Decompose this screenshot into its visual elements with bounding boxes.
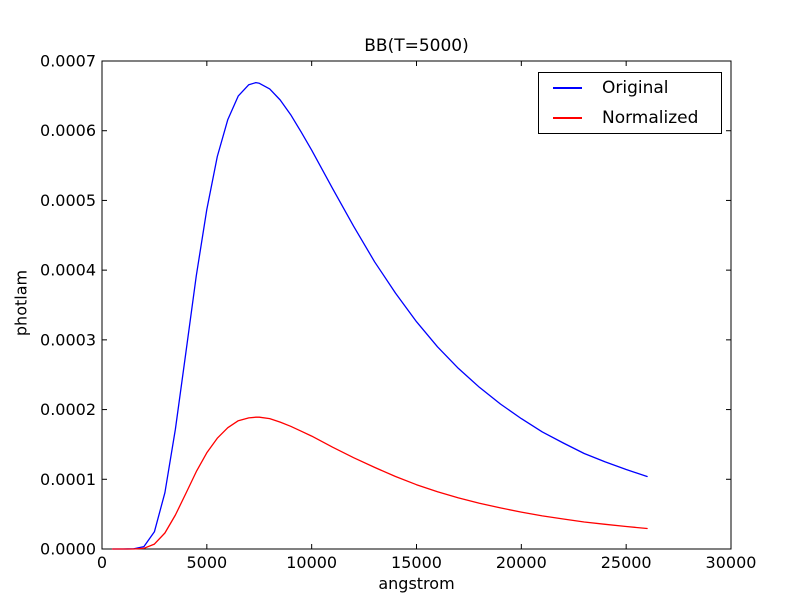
x-tick-label: 30000 [706,553,757,572]
series-line-normalized [111,416,648,550]
y-axis-label: photlam [11,269,31,337]
legend-label-normalized: Normalized [602,108,699,128]
y-tick-label: 0.0007 [40,52,96,71]
x-tick-label: 20000 [496,553,547,572]
y-tick-label: 0.0003 [40,330,96,349]
legend: Original Normalized [538,72,722,134]
legend-label-original: Original [602,78,669,98]
original-line-sample-icon [553,87,582,89]
series-line-original [111,81,648,550]
y-tick-label: 0.0004 [40,261,96,280]
y-tick-label: 0.0006 [40,121,96,140]
x-tick-label: 0 [97,553,107,572]
x-axis-label: angstrom [378,574,455,593]
x-tick-label: 25000 [601,553,652,572]
legend-item-original: Original [549,73,711,103]
chart-title: BB(T=5000) [364,36,469,56]
plot-border [101,60,732,550]
x-tick-label: 15000 [391,553,442,572]
x-tick-label: 10000 [286,553,337,572]
y-tick-label: 0.0005 [40,191,96,210]
y-tick-label: 0.0001 [40,470,96,489]
x-tick-label: 5000 [186,553,227,572]
normalized-line-sample-icon [553,117,582,119]
legend-item-normalized: Normalized [549,103,711,133]
y-tick-label: 0.0000 [40,540,96,559]
y-tick-label: 0.0002 [40,400,96,419]
